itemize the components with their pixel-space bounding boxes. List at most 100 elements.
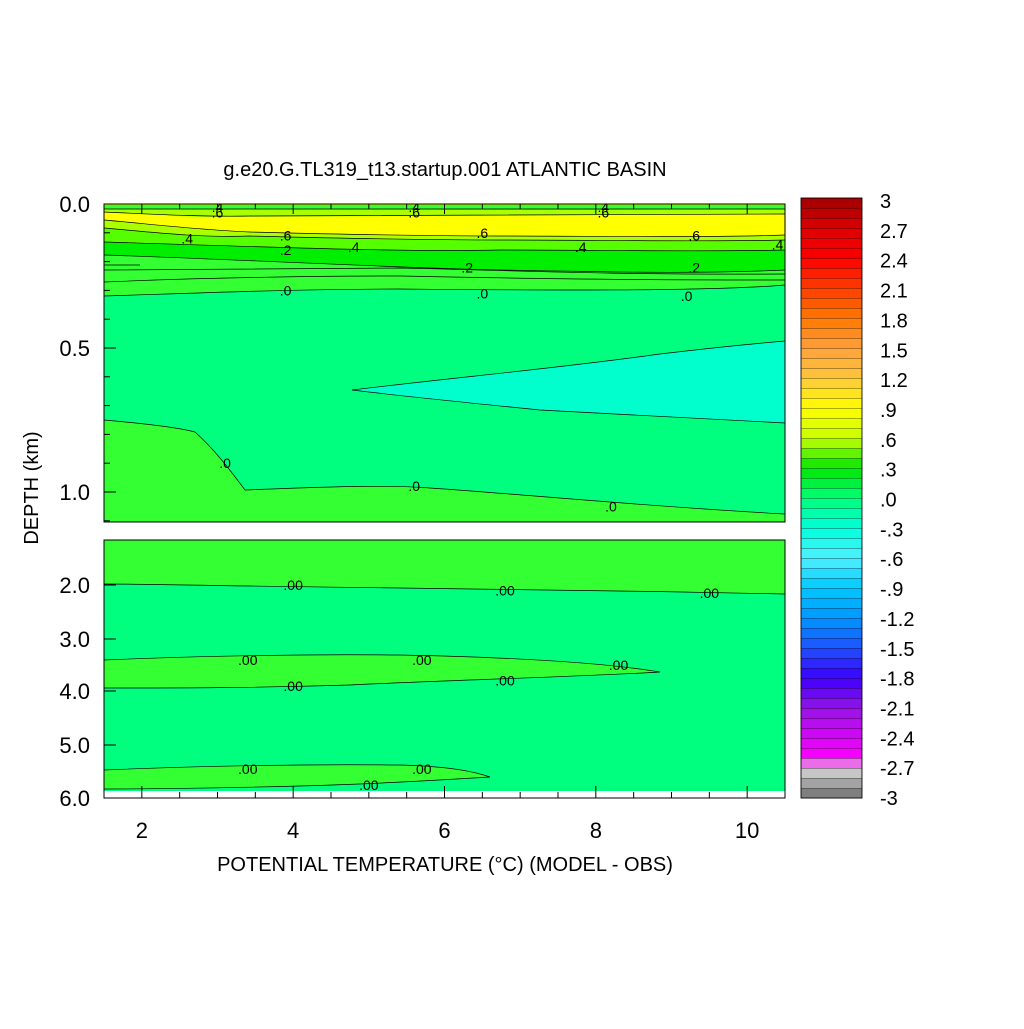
colorbar-level	[800, 707, 863, 719]
chart-title: g.e20.G.TL319_t13.startup.001 ATLANTIC B…	[223, 159, 666, 181]
colorbar-label: 2.1	[880, 281, 908, 303]
colorbar-level	[800, 487, 863, 499]
contour-label: .00	[609, 657, 629, 673]
colorbar-label: .9	[880, 400, 897, 422]
contour-label: .0	[476, 285, 488, 301]
colorbar-label: -2.4	[880, 728, 914, 750]
colorbar-level	[800, 367, 863, 379]
contour-label: .00	[283, 577, 303, 593]
colorbar-label: 2.4	[880, 251, 908, 273]
colorbar-level	[800, 507, 863, 519]
colorbar-level	[800, 777, 863, 789]
colorbar-level	[800, 657, 863, 669]
colorbar-level	[800, 237, 863, 249]
colorbar-level	[800, 607, 863, 619]
colorbar-level	[800, 767, 863, 779]
colorbar-level	[800, 667, 863, 679]
lower-warm-band-2	[104, 654, 660, 688]
colorbar-level	[800, 447, 863, 459]
colorbar-level	[800, 387, 863, 399]
colorbar-level	[800, 747, 863, 759]
colorbar-level	[800, 717, 863, 729]
colorbar-level	[800, 697, 863, 709]
x-tick-label: 4	[287, 818, 299, 843]
upper-deep-warm-band	[104, 420, 785, 522]
colorbar-level	[800, 247, 863, 259]
colorbar-label: 1.5	[880, 340, 908, 362]
contour-label: .4	[772, 236, 784, 252]
colorbar-level	[800, 257, 863, 269]
colorbar-level	[800, 687, 863, 699]
colorbar-level	[800, 277, 863, 289]
colorbar-frame	[800, 197, 863, 799]
contour-label: .00	[359, 777, 379, 793]
x-tick-label: 2	[136, 818, 148, 843]
colorbar-level	[800, 597, 863, 609]
colorbar-label: .3	[880, 460, 897, 482]
colorbar-level	[800, 337, 863, 349]
colorbar-level	[800, 677, 863, 689]
y-tick-label: 2.0	[59, 573, 90, 598]
colorbar-level	[800, 357, 863, 369]
upper-cool-wedge	[352, 341, 785, 423]
colorbar-level	[800, 267, 863, 279]
lower-panel-field: .00 .00 .00 .00 .00 .00 .00 .00 .00 .00 .00	[104, 540, 785, 798]
contour-label: .0	[219, 455, 231, 471]
colorbar-level	[800, 527, 863, 539]
contour-label: .6	[280, 228, 292, 244]
contour-label: .00	[495, 673, 515, 689]
colorbar-label: 1.8	[880, 310, 908, 332]
colorbar-level	[800, 627, 863, 639]
colorbar-level	[800, 307, 863, 319]
contour-label: .6	[212, 205, 224, 221]
colorbar-level	[800, 377, 863, 389]
colorbar-level	[800, 637, 863, 649]
contour-label: .6	[688, 228, 700, 244]
colorbar-label: -2.7	[880, 758, 914, 780]
colorbar-level	[800, 727, 863, 739]
y-tick-label: 4.0	[59, 679, 90, 704]
colorbar-level	[800, 197, 863, 209]
colorbar-level	[800, 287, 863, 299]
colorbar-level	[800, 577, 863, 589]
contour-label: .0	[280, 282, 292, 298]
colorbar-level	[800, 217, 863, 229]
colorbar-level	[800, 397, 863, 409]
contour-label: .00	[412, 652, 432, 668]
colorbar-label: -.3	[880, 519, 903, 541]
y-tick-label: 0.5	[59, 336, 90, 361]
y-tick-label: 0.0	[59, 192, 90, 217]
lower-contour-lines	[104, 583, 785, 790]
colorbar-label: -3	[880, 788, 898, 810]
contour-label: .2	[688, 259, 700, 275]
colorbar-level	[800, 737, 863, 749]
colorbar: 3 2.7 2.4 2.1 1.8 1.5 1.2 .9 .6 .3 .0 -.3 -.6 -.9 -1.2…	[800, 191, 914, 810]
y-tick-label: 1.0	[59, 480, 90, 505]
colorbar-label: .6	[880, 430, 897, 452]
colorbar-level	[800, 647, 863, 659]
colorbar-level	[800, 587, 863, 599]
colorbar-level	[800, 327, 863, 339]
upper-contour-labels: .4.6.4.6.4.6.4.6.2.4.6.4.6.4.2.2.0.0.0.0…	[181, 199, 784, 514]
colorbar-label: -.9	[880, 579, 903, 601]
colorbar-level	[800, 537, 863, 549]
contour-label: .2	[280, 242, 292, 258]
x-axis-title: POTENTIAL TEMPERATURE (°C) (MODEL - OBS)	[217, 854, 673, 876]
colorbar-level	[800, 567, 863, 579]
x-tick-label: 8	[590, 818, 602, 843]
contour-label: .2	[461, 259, 473, 275]
contour-label: .6	[598, 205, 610, 221]
colorbar-level	[800, 617, 863, 629]
chart-axes: 2 4 6 8 10 0.0 0.5 1.0 2.0 3.0 4.0 5.0 6.0	[59, 192, 786, 843]
contour-label: .00	[283, 678, 303, 694]
colorbar-level	[800, 407, 863, 419]
y-tick-label: 6.0	[59, 786, 90, 811]
contour-label: .4	[408, 199, 420, 215]
contour-label: .00	[412, 761, 432, 777]
contour-label: .00	[700, 585, 720, 601]
colorbar-level	[800, 467, 863, 479]
colorbar-level	[800, 457, 863, 469]
contour-label: .0	[681, 288, 693, 304]
